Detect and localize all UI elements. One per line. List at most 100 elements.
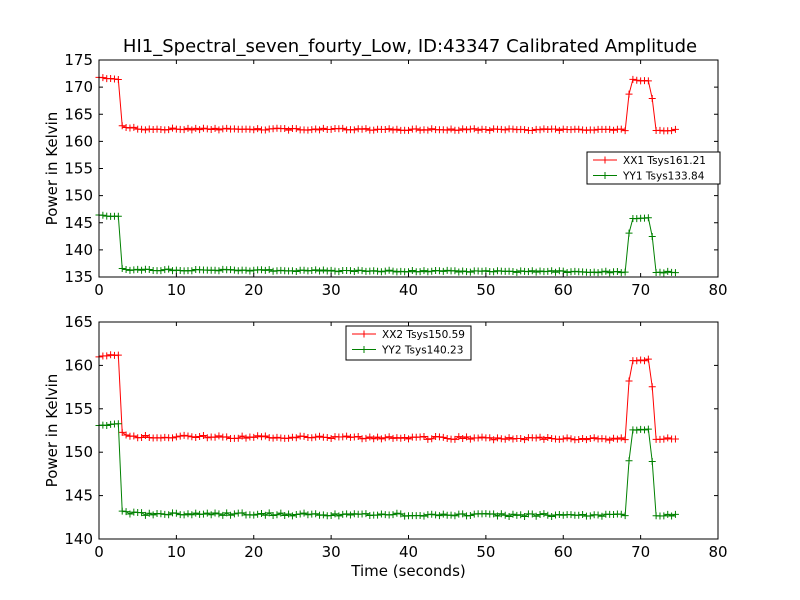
data-point [501,511,509,519]
data-point [552,268,560,276]
data-point [118,428,126,436]
data-point [141,126,149,134]
data-point [540,435,548,443]
data-point [165,265,173,273]
bottom-legend-box [345,325,472,361]
data-point [292,268,300,276]
data-point [567,511,575,519]
data-point [265,434,273,442]
data-point [424,126,432,134]
data-point [671,510,679,518]
data-point [439,510,447,518]
data-point [312,266,320,274]
data-point [555,435,563,443]
data-point [184,124,192,132]
data-point [184,432,192,440]
data-point [555,511,563,519]
data-point [381,267,389,275]
legend-marker [601,156,609,164]
data-point [215,510,223,518]
data-point [455,126,463,134]
data-point [482,510,490,518]
data-point [486,434,494,442]
data-point [319,511,327,519]
y-tick-label: 150 [64,443,93,461]
data-point [234,267,242,275]
data-point [528,126,536,134]
data-point [401,433,409,441]
data-point [393,125,401,133]
data-point [203,509,211,517]
data-point [323,267,331,275]
data-point [339,510,347,518]
data-point [327,266,335,274]
data-point [141,432,149,440]
data-point [416,126,424,134]
data-point [180,126,188,134]
data-point [327,125,335,133]
data-point [575,435,583,443]
data-point [532,434,540,442]
data-point [377,435,385,443]
data-point [103,422,111,430]
data-point [501,126,509,134]
data-point [443,435,451,442]
data-point [447,511,455,519]
x-tick-label: 0 [94,543,104,561]
data-point [397,434,405,442]
y-tick-label: 175 [64,51,93,69]
x-tick-label: 30 [322,543,341,561]
data-point [594,511,602,519]
data-point [536,267,544,275]
data-point [625,377,633,385]
data-point [416,433,424,441]
data-point [308,434,316,442]
data-point [617,510,625,518]
bottom-legend: XX2 Tsys150.59 YY2 Tsys140.23 [345,325,472,361]
data-point [621,512,629,520]
data-point [644,355,652,363]
data-point [563,268,571,276]
data-point [273,433,281,441]
data-point [393,434,401,442]
data-point [316,432,324,440]
data-point [300,266,308,274]
data-point [188,126,196,134]
data-point [230,510,238,518]
x-tick-label: 40 [399,281,418,299]
data-point [598,512,606,520]
data-point [257,433,265,441]
data-point [389,267,397,275]
data-point [281,511,289,519]
data-point [165,511,173,519]
data-point [238,509,246,517]
data-point [648,232,656,240]
data-point [312,510,320,518]
data-point [459,125,467,133]
data-point [393,509,401,517]
data-point [157,510,165,518]
data-point [145,125,153,133]
data-point [215,432,223,440]
data-point [408,267,416,275]
data-point [381,434,389,442]
data-point [606,269,614,277]
data-point [292,434,300,442]
data-point [640,426,648,434]
data-point [269,434,277,442]
chart-title: HI1_Spectral_seven_fourty_Low, ID:43347 … [123,36,697,57]
data-point [482,125,490,133]
data-point [138,433,146,441]
data-point [107,74,115,82]
data-point [451,267,459,275]
legend-marker [360,346,368,353]
y-tick-label: 135 [64,268,93,286]
data-point [296,510,304,518]
data-point [257,266,265,274]
data-point [114,212,122,220]
data-point [470,125,478,133]
data-point [478,267,486,275]
y-tick-label: 140 [64,241,93,259]
data-point [644,77,652,85]
data-point [242,434,250,442]
